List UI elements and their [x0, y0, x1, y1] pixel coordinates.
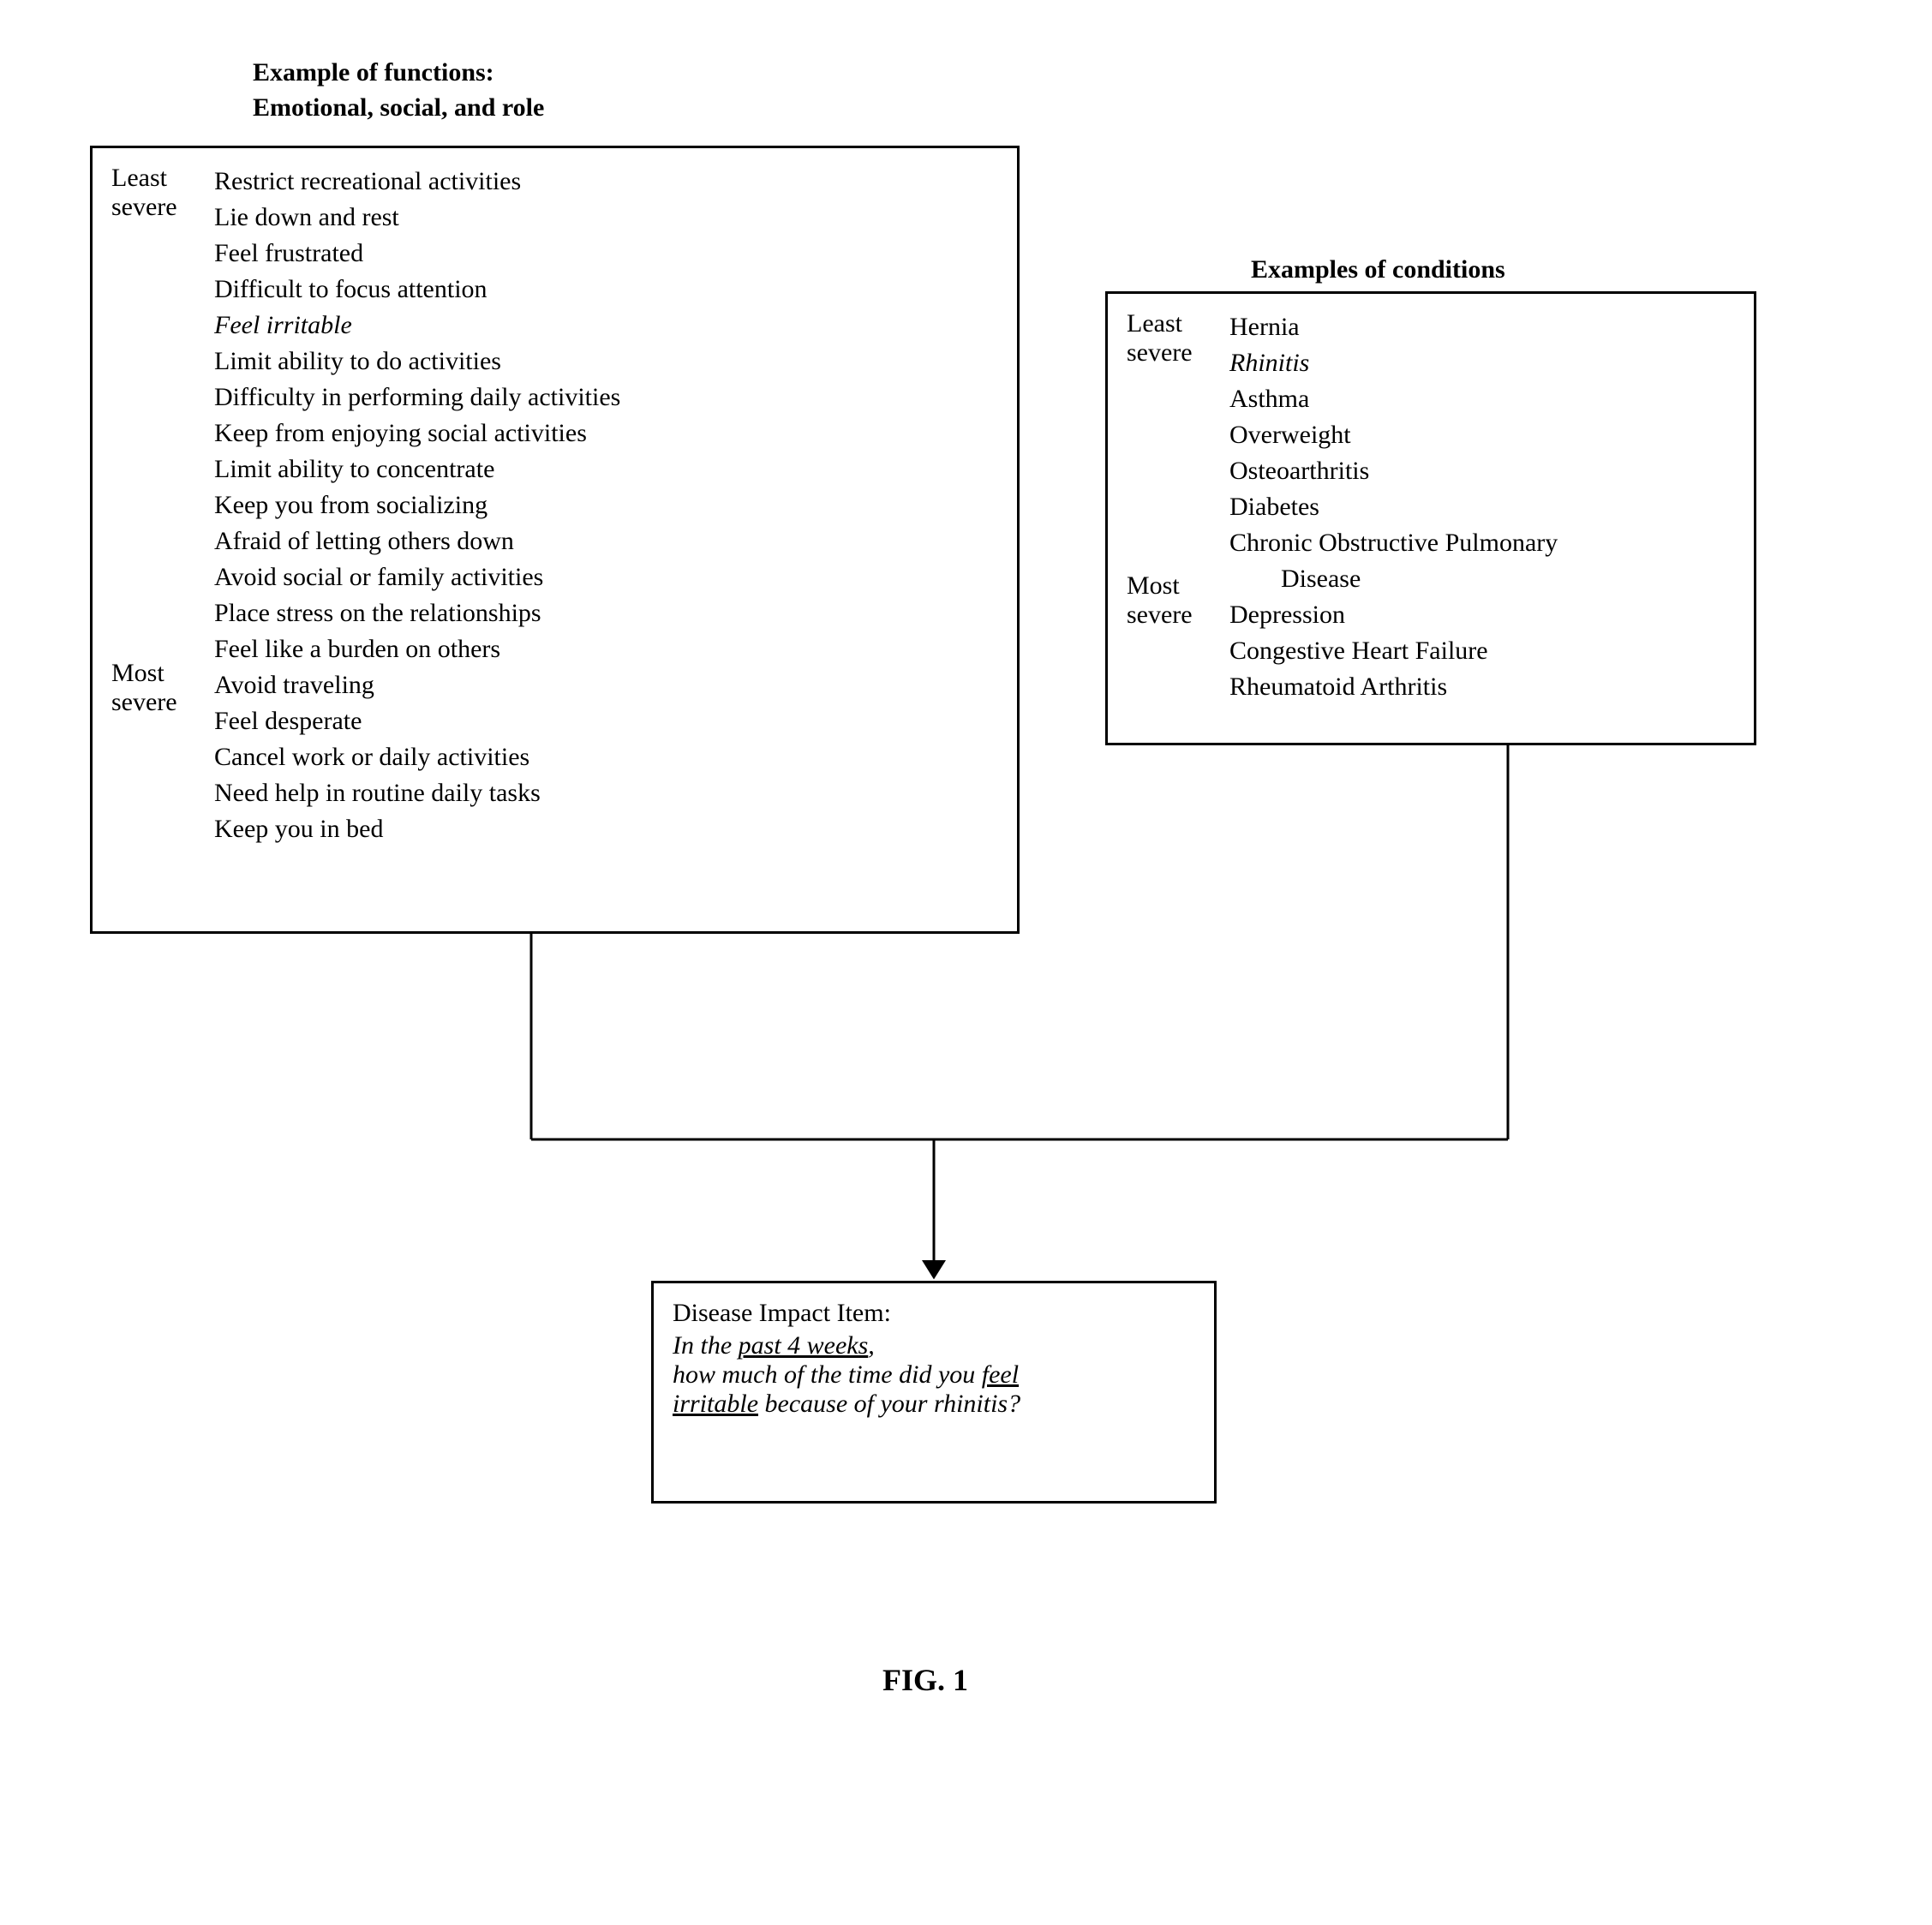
functions-item: Difficulty in performing daily activitie… — [214, 380, 998, 415]
conditions-item: Chronic Obstructive Pulmonary — [1229, 525, 1735, 561]
functions-item: Cancel work or daily activities — [214, 739, 998, 775]
functions-item: Avoid traveling — [214, 667, 998, 703]
impact-line2-pre: In the — [673, 1331, 739, 1360]
conditions-severity-label — [1127, 397, 1229, 426]
functions-severity-label — [111, 571, 214, 601]
conditions-severity-label: Most — [1127, 571, 1229, 601]
conditions-item: Disease — [1229, 561, 1735, 597]
conditions-severity-label: Least — [1127, 309, 1229, 338]
impact-line3-underline: feel — [982, 1360, 1019, 1389]
functions-item: Feel like a burden on others — [214, 631, 998, 667]
conditions-severity-label: severe — [1127, 338, 1229, 368]
impact-line4-underline: irritable — [673, 1390, 758, 1418]
functions-items-list: Restrict recreational activitiesLie down… — [214, 164, 998, 847]
conditions-box: Leastsevere Mostsevere HerniaRhinitisAst… — [1105, 291, 1756, 745]
functions-severity-label: severe — [111, 193, 214, 222]
functions-item: Feel irritable — [214, 308, 998, 344]
functions-item: Keep you from socializing — [214, 487, 998, 523]
functions-severity-label — [111, 513, 214, 542]
conditions-severity-label — [1127, 368, 1229, 397]
conditions-item: Hernia — [1229, 309, 1735, 345]
functions-severity-label — [111, 601, 214, 630]
conditions-item: Rhinitis — [1229, 345, 1735, 381]
impact-box: Disease Impact Item: In the past 4 weeks… — [651, 1281, 1217, 1504]
conditions-item: Asthma — [1229, 381, 1735, 417]
functions-item: Keep you in bed — [214, 811, 998, 847]
conditions-item: Overweight — [1229, 417, 1735, 453]
conditions-item: Congestive Heart Failure — [1229, 633, 1735, 669]
diagram-container: Example of functions: Emotional, social,… — [34, 34, 1898, 1891]
functions-severity-label — [111, 368, 214, 397]
functions-item: Avoid social or family activities — [214, 559, 998, 595]
functions-severity-label: Most — [111, 659, 214, 688]
functions-item: Difficult to focus attention — [214, 272, 998, 308]
functions-severity-label: Least — [111, 164, 214, 193]
conditions-item: Depression — [1229, 597, 1735, 633]
conditions-severity-labels: Leastsevere Mostsevere — [1127, 309, 1229, 705]
conditions-items-list: HerniaRhinitisAsthmaOverweightOsteoarthr… — [1229, 309, 1735, 705]
functions-item: Need help in routine daily tasks — [214, 775, 998, 811]
conditions-title: Examples of conditions — [1251, 253, 1505, 288]
conditions-severity-label — [1127, 484, 1229, 513]
functions-severity-label — [111, 630, 214, 659]
impact-line4-post: because of your rhinitis? — [758, 1390, 1020, 1418]
functions-severity-label — [111, 455, 214, 484]
functions-severity-label — [111, 484, 214, 513]
functions-severity-label — [111, 397, 214, 426]
functions-item: Feel frustrated — [214, 236, 998, 272]
impact-line1: Disease Impact Item: — [673, 1299, 1195, 1328]
functions-item: Place stress on the relationships — [214, 595, 998, 631]
functions-title-line2: Emotional, social, and role — [253, 91, 544, 126]
functions-severity-label — [111, 280, 214, 309]
impact-line3: how much of the time did you feel — [673, 1360, 1195, 1390]
conditions-severity-label — [1127, 426, 1229, 455]
impact-line2-underline: past 4 weeks — [739, 1331, 869, 1360]
functions-item: Afraid of letting others down — [214, 523, 998, 559]
functions-severity-labels: Leastsevere Mostsevere — [111, 164, 214, 847]
figure-label: FIG. 1 — [882, 1662, 968, 1698]
functions-item: Lie down and rest — [214, 200, 998, 236]
conditions-severity-label — [1127, 455, 1229, 484]
impact-line2: In the past 4 weeks, — [673, 1331, 1195, 1360]
conditions-title-text: Examples of conditions — [1251, 253, 1505, 288]
functions-severity-label — [111, 309, 214, 338]
functions-box: Leastsevere Mostsevere Restrict recreati… — [90, 146, 1020, 934]
functions-title: Example of functions: Emotional, social,… — [253, 56, 544, 125]
functions-severity-label — [111, 542, 214, 571]
impact-line4: irritable because of your rhinitis? — [673, 1390, 1195, 1419]
conditions-item: Diabetes — [1229, 489, 1735, 525]
conditions-severity-label: severe — [1127, 601, 1229, 630]
functions-title-line1: Example of functions: — [253, 56, 544, 91]
impact-line3-text: how much of the time did you — [673, 1360, 982, 1389]
functions-severity-label: severe — [111, 688, 214, 717]
functions-severity-label — [111, 251, 214, 280]
functions-item: Limit ability to concentrate — [214, 451, 998, 487]
functions-item: Restrict recreational activities — [214, 164, 998, 200]
functions-item: Limit ability to do activities — [214, 344, 998, 380]
functions-severity-label — [111, 338, 214, 368]
conditions-item: Rheumatoid Arthritis — [1229, 669, 1735, 705]
functions-severity-label — [111, 426, 214, 455]
conditions-severity-label — [1127, 542, 1229, 571]
functions-severity-label — [111, 222, 214, 251]
conditions-severity-label — [1127, 513, 1229, 542]
functions-item: Keep from enjoying social activities — [214, 415, 998, 451]
conditions-item: Osteoarthritis — [1229, 453, 1735, 489]
impact-line2-post: , — [868, 1331, 875, 1360]
functions-item: Feel desperate — [214, 703, 998, 739]
